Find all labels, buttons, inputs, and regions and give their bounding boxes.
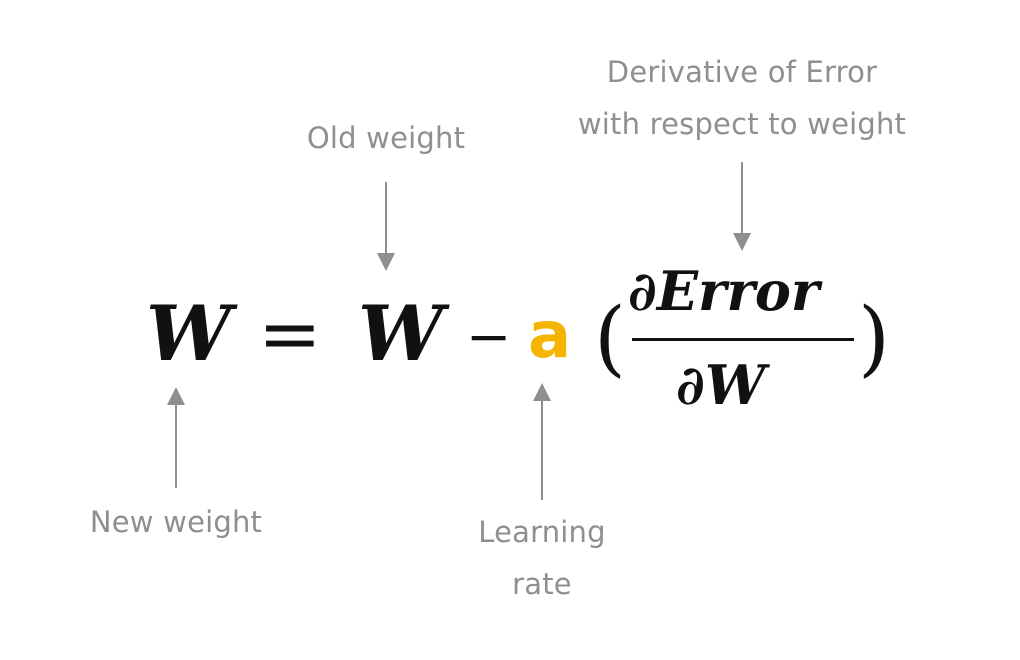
fraction-numerator: ∂Error — [628, 259, 820, 323]
fraction-denominator: ∂W — [676, 353, 766, 417]
learning-rate-symbol: a — [528, 299, 572, 373]
derivative-label-line2: with respect to weight — [577, 107, 907, 141]
equals-sign: = — [258, 289, 322, 378]
minus-sign: − — [466, 305, 512, 368]
close-parenthesis: ) — [858, 291, 890, 386]
old-weight-label: Old weight — [306, 121, 466, 155]
open-parenthesis: ( — [594, 291, 626, 386]
derivative-label-line1: Derivative of Error — [606, 55, 878, 89]
fraction-bar — [632, 338, 854, 341]
learning-rate-label-line2: rate — [512, 567, 572, 601]
new-weight-label: New weight — [89, 505, 263, 539]
learning-rate-label-line1: Learning — [478, 515, 606, 549]
old-weight-symbol: W — [358, 289, 444, 378]
new-weight-symbol: W — [146, 289, 232, 378]
